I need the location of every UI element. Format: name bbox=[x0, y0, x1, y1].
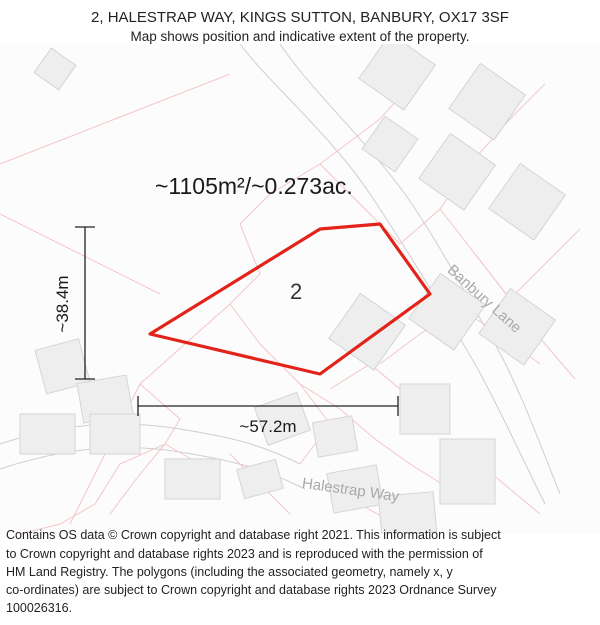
page-subtitle: Map shows position and indicative extent… bbox=[0, 28, 600, 46]
page-title: 2, HALESTRAP WAY, KINGS SUTTON, BANBURY,… bbox=[0, 8, 600, 28]
footer-line-3: HM Land Registry. The polygons (includin… bbox=[6, 563, 594, 581]
footer-line-1: Contains OS data © Crown copyright and d… bbox=[6, 526, 594, 544]
height-dimension-label: ~38.4m bbox=[53, 275, 72, 332]
footer: Contains OS data © Crown copyright and d… bbox=[0, 518, 600, 625]
width-dimension-label: ~57.2m bbox=[239, 417, 296, 436]
footer-line-2: to Crown copyright and database rights 2… bbox=[6, 545, 594, 563]
area-label: ~1105m²/~0.273ac. bbox=[155, 173, 353, 199]
property-map-app: 2, HALESTRAP WAY, KINGS SUTTON, BANBURY,… bbox=[0, 0, 600, 625]
header: 2, HALESTRAP WAY, KINGS SUTTON, BANBURY,… bbox=[0, 8, 600, 45]
map-canvas[interactable]: Banbury Lane Halestrap Way ~1105m²/~0.27… bbox=[0, 44, 600, 534]
plot-number-label: 2 bbox=[290, 279, 302, 304]
footer-line-4: co-ordinates) are subject to Crown copyr… bbox=[6, 581, 594, 599]
footer-line-5: 100026316. bbox=[6, 599, 594, 617]
